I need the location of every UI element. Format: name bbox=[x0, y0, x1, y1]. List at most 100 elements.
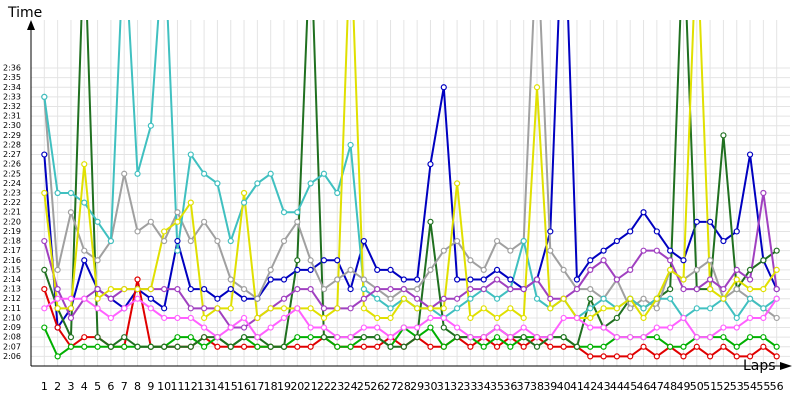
point bbox=[201, 343, 208, 350]
point bbox=[294, 257, 301, 264]
point bbox=[613, 314, 620, 322]
point bbox=[134, 286, 141, 293]
point bbox=[773, 286, 780, 293]
x-arrow bbox=[780, 362, 792, 370]
point bbox=[360, 237, 367, 245]
x-tick-label: 40 bbox=[557, 380, 571, 393]
point bbox=[121, 334, 128, 341]
point bbox=[214, 305, 221, 312]
point bbox=[267, 343, 274, 350]
point bbox=[227, 343, 234, 350]
point bbox=[680, 343, 687, 350]
x-tick-label: 22 bbox=[317, 380, 331, 393]
point bbox=[773, 353, 780, 360]
point bbox=[360, 286, 367, 293]
point bbox=[507, 276, 514, 283]
point bbox=[533, 343, 541, 350]
point bbox=[294, 343, 301, 350]
y-arrow bbox=[27, 20, 35, 30]
point bbox=[653, 247, 660, 254]
point bbox=[334, 257, 341, 264]
point bbox=[627, 228, 634, 235]
point bbox=[121, 305, 128, 312]
point bbox=[440, 343, 447, 350]
point bbox=[134, 343, 141, 350]
point bbox=[67, 295, 75, 302]
point bbox=[427, 266, 434, 273]
point bbox=[507, 343, 514, 350]
point bbox=[600, 295, 607, 302]
y-axis-label: Time bbox=[7, 5, 42, 21]
point bbox=[201, 286, 208, 293]
x-tick-label: 24 bbox=[344, 380, 358, 393]
point bbox=[587, 343, 594, 350]
point bbox=[174, 286, 181, 293]
point bbox=[454, 180, 461, 187]
point bbox=[107, 295, 114, 302]
point bbox=[307, 180, 314, 187]
point bbox=[254, 295, 261, 302]
point bbox=[214, 343, 221, 350]
x-tick-label: 43 bbox=[597, 380, 611, 393]
point bbox=[613, 353, 620, 360]
y-tick-label: 2:08 bbox=[3, 333, 21, 342]
point bbox=[587, 314, 594, 322]
x-tick-label: 45 bbox=[623, 380, 637, 393]
point bbox=[547, 247, 554, 254]
point bbox=[560, 266, 567, 273]
point bbox=[67, 209, 75, 216]
point bbox=[680, 286, 687, 293]
y-tick-label: 2:26 bbox=[3, 160, 21, 169]
y-tick-label: 2:33 bbox=[3, 92, 21, 101]
point bbox=[54, 286, 61, 293]
point bbox=[733, 276, 740, 283]
y-tick-label: 2:10 bbox=[3, 313, 21, 322]
point bbox=[400, 324, 407, 331]
point bbox=[520, 314, 527, 322]
point bbox=[440, 84, 447, 91]
point bbox=[600, 324, 607, 331]
point bbox=[746, 286, 754, 293]
y-tick-label: 2:31 bbox=[3, 112, 21, 121]
point bbox=[707, 276, 714, 283]
point bbox=[507, 334, 514, 341]
point bbox=[374, 295, 381, 302]
x-tick-label: 15 bbox=[224, 380, 238, 393]
point bbox=[627, 266, 634, 273]
point bbox=[254, 334, 261, 341]
point bbox=[667, 286, 674, 293]
point bbox=[374, 324, 381, 331]
y-tick-label: 2:19 bbox=[3, 227, 21, 236]
point bbox=[760, 189, 767, 197]
point bbox=[560, 334, 567, 341]
point bbox=[627, 295, 634, 302]
point bbox=[334, 189, 341, 197]
point bbox=[201, 334, 208, 341]
point bbox=[307, 257, 314, 264]
point bbox=[707, 257, 714, 264]
point bbox=[467, 334, 474, 341]
point bbox=[240, 334, 248, 341]
point bbox=[334, 343, 341, 350]
point bbox=[360, 305, 367, 312]
point bbox=[640, 247, 647, 254]
point bbox=[480, 286, 487, 293]
point bbox=[161, 228, 168, 235]
x-tick-label: 3 bbox=[67, 380, 74, 393]
point bbox=[267, 266, 274, 273]
point bbox=[147, 286, 154, 293]
point bbox=[294, 334, 301, 341]
point bbox=[81, 295, 88, 302]
point bbox=[480, 276, 487, 283]
y-tick-label: 2:34 bbox=[3, 83, 21, 92]
point bbox=[587, 257, 594, 264]
x-tick-label: 33 bbox=[463, 380, 477, 393]
point bbox=[214, 334, 221, 341]
y-tick-label: 2:32 bbox=[3, 102, 21, 111]
point bbox=[294, 286, 301, 293]
y-tick-label: 2:23 bbox=[3, 189, 21, 198]
point bbox=[81, 334, 88, 341]
point bbox=[280, 314, 288, 322]
point bbox=[107, 286, 114, 293]
point bbox=[307, 334, 314, 341]
